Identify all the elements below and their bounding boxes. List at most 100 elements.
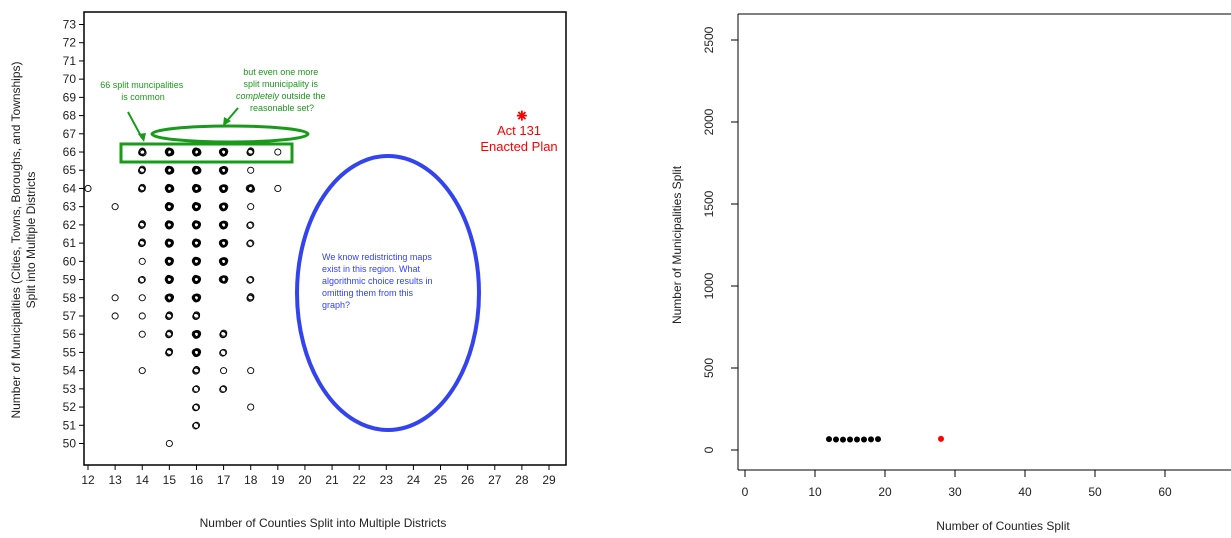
left-y-tick-label: 62 [63,218,77,232]
scatter-point-ring [194,348,202,356]
left-x-tick-label: 23 [380,473,394,487]
scatter-point-ring [219,349,227,357]
arrow-common-head [138,133,146,142]
scatter-point [218,238,229,248]
enacted-plan-label: Act 131 Enacted Plan [480,123,557,154]
right-y-tick-label: 2000 [702,108,716,135]
scatter-point [247,403,255,411]
left-x-tick-label: 19 [271,473,285,487]
scatter-point-ring [167,167,175,175]
scatter-point-ring [221,275,229,283]
scatter-point-ring [138,257,146,265]
scatter-point [164,293,175,303]
left-y-axis-label-line-1: Number of Municipalities (Cities, Towns,… [9,61,23,418]
scatter-point-ring [165,329,174,337]
scatter-point-ring [192,202,200,210]
right-x-axis: 0 10 20 30 40 50 60 [742,470,1172,499]
scatter-point [192,366,201,375]
scatter-point [164,202,174,212]
scatter-point-ring [138,312,146,320]
left-x-tick-label: 29 [542,473,556,487]
scatter-point-ring [192,403,201,411]
scatter-point-ring [193,366,201,374]
scatter-point-ring [138,183,146,191]
left-x-tick-label: 22 [352,473,366,487]
note-outside-line-3-rest: outside the [279,91,326,101]
scatter-point-ring [164,294,172,302]
scatter-point-ring [218,239,226,247]
scatter-point-ring [138,330,146,338]
scatter-point [191,202,202,212]
scatter-point-ring [139,149,147,157]
scatter-point-ring [247,166,255,174]
left-x-tick-label: 13 [108,473,122,487]
scatter-point-ring [219,222,227,230]
scatter-point [218,220,229,230]
scatter-point-ring [194,185,202,193]
note-common: 66 split muncipalities is common [100,80,186,102]
scatter-point-ring [165,220,173,228]
scatter-point [137,183,146,193]
scatter-point-ring [192,422,200,430]
scatter-point-ring [167,148,175,156]
scatter-point-ring [221,220,229,228]
left-y-tick-label: 59 [63,273,77,287]
right-x-axis-label: Number of Counties Split [936,519,1070,533]
scatter-point [138,330,146,338]
scatter-point [246,275,255,284]
scatter-point [137,238,146,248]
right-chart: 0 500 1000 1500 2000 2500 0 10 20 30 40 50 60 Numbe… [670,13,1231,533]
left-y-tick-label: 57 [63,309,77,323]
right-y-tick-label: 0 [702,446,716,453]
scatter-point [164,183,175,194]
scatter-point-ring [221,202,229,210]
scatter-point-ring [192,274,200,283]
left-y-tick-label: 58 [63,291,77,305]
right-x-tick-label: 50 [1088,485,1102,499]
scatter-point-ring [165,349,173,357]
annotation-line: algorithmic choice results in [322,276,433,286]
scatter-point-ring [194,167,202,175]
scatter-point [191,147,202,157]
scatter-point-ring [138,294,146,302]
note-outside-line-4: reasonable set? [250,103,314,113]
note-outside-line-2: split municipality is [243,79,318,89]
left-y-tick-label: 64 [63,181,77,195]
scatter-point [219,385,228,394]
scatter-point-ring [192,350,200,358]
scatter-point [246,221,255,230]
scatter-point [165,347,174,357]
scatter-point [861,436,867,443]
left-y-tick-label: 71 [63,54,77,68]
scatter-point-ring [165,165,173,173]
scatter-point [165,439,173,448]
scatter-point-ring [274,184,282,193]
scatter-point [164,147,175,157]
left-y-tick-label: 66 [63,145,77,159]
left-y-tick-label: 55 [63,345,77,359]
scatter-point-ring [218,202,226,211]
right-y-tick-label: 1000 [702,272,716,299]
left-x-axis: 12 13 14 15 16 17 18 19 20 21 22 23 24 25 26 27 28 29 [81,465,556,487]
scatter-point-ring [138,220,146,228]
annotation-line: We know redistricting maps [322,252,432,262]
scatter-point-ring [84,184,92,193]
left-y-tick-label: 50 [63,437,77,451]
annotation-line: Act 131 [497,123,541,138]
scatter-point [191,165,202,175]
scatter-point [164,238,174,248]
scatter-point [138,147,147,157]
scatter-point-ring [219,186,227,194]
scatter-point-ring [247,221,255,229]
right-x-tick-label: 60 [1158,485,1172,499]
scatter-point-ring [220,348,228,356]
arrow-outside-head [223,117,231,126]
right-y-tick-label: 500 [702,358,716,378]
scatter-point [138,294,146,302]
left-y-tick-label: 53 [63,382,77,396]
right-y-axis: 0 500 1000 1500 2000 2500 [702,26,738,453]
scatter-point-ring [192,331,200,339]
right-x-tick-label: 40 [1018,485,1032,499]
scatter-point [246,147,255,157]
scatter-point [875,436,881,443]
